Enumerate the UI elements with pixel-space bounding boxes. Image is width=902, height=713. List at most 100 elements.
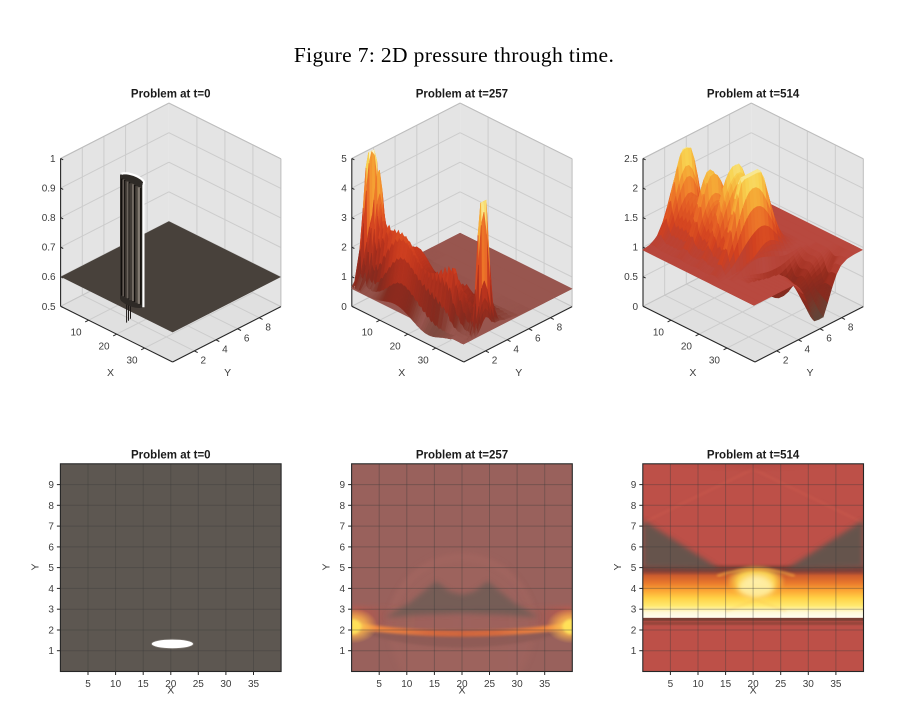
svg-text:3: 3 xyxy=(48,605,54,616)
svg-text:35: 35 xyxy=(248,679,260,690)
svg-text:Y: Y xyxy=(224,367,231,379)
svg-text:10: 10 xyxy=(692,679,704,690)
svg-text:2: 2 xyxy=(48,626,54,637)
svg-text:20: 20 xyxy=(681,341,693,352)
svg-text:20: 20 xyxy=(98,341,110,352)
svg-text:5: 5 xyxy=(48,563,54,574)
svg-text:8: 8 xyxy=(340,501,346,512)
svg-text:5: 5 xyxy=(376,679,382,690)
svg-text:3: 3 xyxy=(341,213,347,224)
svg-text:6: 6 xyxy=(631,542,637,553)
svg-text:2.5: 2.5 xyxy=(624,154,638,165)
svg-text:0: 0 xyxy=(632,302,638,313)
svg-text:2: 2 xyxy=(783,356,789,367)
svg-text:15: 15 xyxy=(138,679,150,690)
svg-text:1: 1 xyxy=(48,646,54,657)
svg-text:8: 8 xyxy=(265,323,271,334)
svg-text:4: 4 xyxy=(805,345,811,356)
svg-text:9: 9 xyxy=(48,480,54,491)
svg-text:Y: Y xyxy=(612,563,624,570)
svg-text:1: 1 xyxy=(632,243,638,254)
svg-text:20: 20 xyxy=(456,679,468,690)
svg-text:2: 2 xyxy=(201,356,207,367)
svg-text:6: 6 xyxy=(826,334,832,345)
svg-text:15: 15 xyxy=(720,679,732,690)
svg-text:20: 20 xyxy=(390,341,402,352)
svg-text:Y: Y xyxy=(806,367,813,379)
svg-text:6: 6 xyxy=(340,542,346,553)
svg-text:8: 8 xyxy=(48,501,54,512)
svg-text:30: 30 xyxy=(418,355,430,366)
svg-text:Problem at t=514: Problem at t=514 xyxy=(707,449,800,461)
svg-text:8: 8 xyxy=(848,323,854,334)
svg-text:0.6: 0.6 xyxy=(42,272,56,283)
svg-text:20: 20 xyxy=(748,679,760,690)
svg-text:30: 30 xyxy=(126,355,138,366)
svg-text:6: 6 xyxy=(244,334,250,345)
svg-text:10: 10 xyxy=(362,327,374,338)
svg-text:1.5: 1.5 xyxy=(624,213,638,224)
svg-text:3: 3 xyxy=(631,605,637,616)
svg-text:3: 3 xyxy=(340,605,346,616)
svg-text:35: 35 xyxy=(539,679,551,690)
svg-text:Y: Y xyxy=(29,563,41,570)
svg-text:5: 5 xyxy=(341,154,347,165)
svg-text:X: X xyxy=(167,685,174,697)
svg-text:30: 30 xyxy=(709,355,721,366)
svg-text:X: X xyxy=(689,367,696,379)
svg-text:5: 5 xyxy=(668,679,674,690)
svg-text:4: 4 xyxy=(513,345,519,356)
svg-text:10: 10 xyxy=(401,679,413,690)
svg-text:9: 9 xyxy=(631,480,637,491)
svg-text:30: 30 xyxy=(803,679,815,690)
svg-text:Figure 7: 2D pressure through: Figure 7: 2D pressure through time. xyxy=(294,43,614,67)
svg-text:10: 10 xyxy=(70,327,82,338)
svg-text:0.9: 0.9 xyxy=(42,184,56,195)
svg-text:X: X xyxy=(750,685,757,697)
svg-text:X: X xyxy=(107,367,114,379)
svg-text:Problem at t=257: Problem at t=257 xyxy=(416,449,508,461)
svg-text:4: 4 xyxy=(341,184,347,195)
svg-text:10: 10 xyxy=(110,679,122,690)
svg-text:1: 1 xyxy=(50,154,56,165)
svg-text:2: 2 xyxy=(631,626,637,637)
svg-text:0.5: 0.5 xyxy=(624,272,638,283)
svg-text:5: 5 xyxy=(631,563,637,574)
svg-text:2: 2 xyxy=(492,356,498,367)
svg-text:7: 7 xyxy=(48,522,54,533)
svg-text:X: X xyxy=(398,367,405,379)
svg-text:20: 20 xyxy=(165,679,177,690)
svg-text:Problem at t=514: Problem at t=514 xyxy=(707,89,800,101)
svg-text:5: 5 xyxy=(340,563,346,574)
svg-text:2: 2 xyxy=(632,184,638,195)
svg-text:2: 2 xyxy=(341,243,347,254)
svg-text:4: 4 xyxy=(631,584,637,595)
svg-text:Y: Y xyxy=(515,367,522,379)
svg-text:Y: Y xyxy=(321,563,333,570)
svg-text:25: 25 xyxy=(775,679,787,690)
svg-text:6: 6 xyxy=(48,542,54,553)
svg-text:0.7: 0.7 xyxy=(42,243,56,254)
svg-text:1: 1 xyxy=(340,646,346,657)
svg-text:6: 6 xyxy=(535,334,541,345)
svg-text:25: 25 xyxy=(484,679,496,690)
svg-text:8: 8 xyxy=(631,501,637,512)
svg-text:Problem at t=0: Problem at t=0 xyxy=(131,89,211,101)
svg-text:0.5: 0.5 xyxy=(42,302,56,313)
svg-text:1: 1 xyxy=(341,272,347,283)
svg-text:4: 4 xyxy=(340,584,346,595)
svg-text:15: 15 xyxy=(429,679,441,690)
svg-text:0: 0 xyxy=(341,302,347,313)
svg-text:8: 8 xyxy=(557,323,563,334)
svg-text:7: 7 xyxy=(340,522,346,533)
svg-text:30: 30 xyxy=(220,679,232,690)
svg-text:7: 7 xyxy=(631,522,637,533)
svg-text:Problem at t=0: Problem at t=0 xyxy=(131,449,211,461)
svg-text:Problem at t=257: Problem at t=257 xyxy=(416,89,508,101)
svg-text:9: 9 xyxy=(340,480,346,491)
svg-text:2: 2 xyxy=(340,626,346,637)
svg-text:10: 10 xyxy=(653,327,665,338)
svg-text:5: 5 xyxy=(85,679,91,690)
svg-text:30: 30 xyxy=(512,679,524,690)
svg-text:1: 1 xyxy=(631,646,637,657)
